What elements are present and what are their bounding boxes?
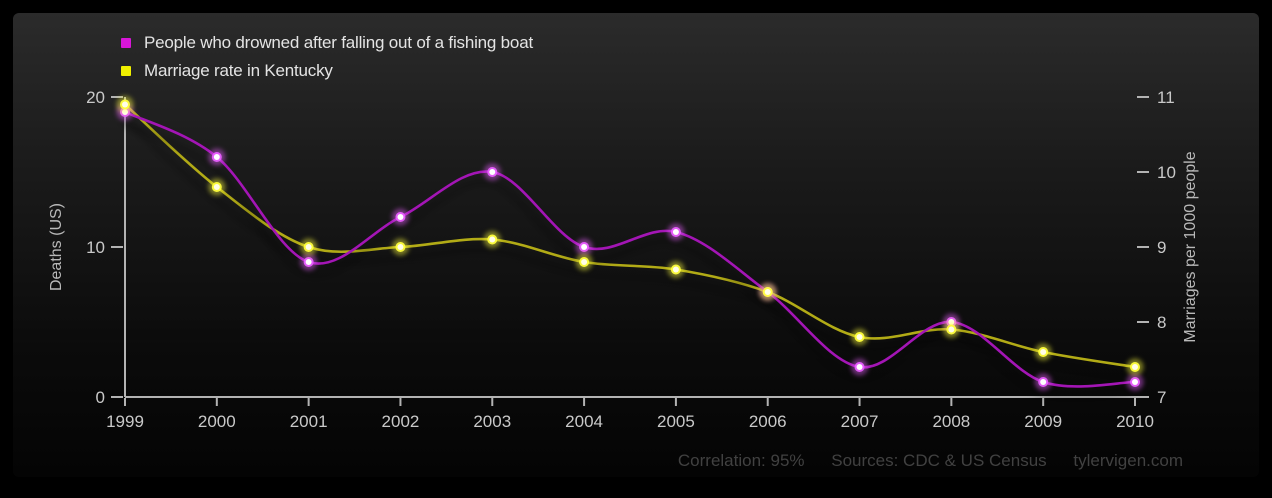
chart-footer: Correlation: 95% Sources: CDC & US Censu… [678,451,1183,471]
svg-text:1999: 1999 [106,412,144,431]
chart-panel: 0 10 20 7 8 9 10 11 1999 2000 2001 2002 2003 2004 2005… [13,13,1259,477]
svg-text:2002: 2002 [382,412,420,431]
svg-text:10: 10 [86,238,105,257]
data-point-marker [208,178,226,196]
data-point-marker [300,253,318,271]
right-axis-title: Marriages per 1000 people [1182,151,1199,343]
svg-text:2005: 2005 [657,412,695,431]
svg-text:2000: 2000 [198,412,236,431]
series-line [124,110,1136,388]
svg-text:20: 20 [86,88,105,107]
data-point-marker [483,163,501,181]
legend: People who drowned after falling out of … [121,29,533,85]
svg-text:10: 10 [1157,163,1176,182]
legend-item-marriage: Marriage rate in Kentucky [121,57,533,85]
chart-canvas: 0 10 20 7 8 9 10 11 1999 2000 2001 2002 2003 2004 2005… [86,88,1176,431]
tick-labels: 0 10 20 7 8 9 10 11 1999 2000 2001 2002 2003 2004 2005… [86,88,1176,431]
data-point-marker [667,261,685,278]
data-point-marker [116,96,134,113]
data-point-marker [391,238,409,256]
drownings-series-label: People who drowned after falling out of … [144,33,533,52]
data-point-marker [1034,343,1052,361]
data-point-marker [208,148,226,166]
svg-text:9: 9 [1157,238,1166,257]
left-axis-title: Deaths (US) [48,202,65,292]
site-text: tylervigen.com [1073,451,1183,470]
data-point-marker [1034,373,1052,391]
data-point-marker [667,223,685,241]
svg-text:2003: 2003 [473,412,511,431]
marriage-series-label: Marriage rate in Kentucky [144,61,333,80]
data-point-marker [575,253,593,271]
plot-area: 0 10 20 7 8 9 10 11 1999 2000 2001 2002 2003 2004 2005… [13,13,1259,482]
drownings-series-swatch-icon [121,38,131,48]
data-point-marker [575,238,593,256]
data-point-marker [1126,373,1144,391]
data-point-marker [1126,358,1144,376]
data-point-marker [851,358,869,376]
svg-text:2004: 2004 [565,412,603,431]
data-point-marker [391,208,409,226]
data-point-marker [759,283,777,301]
svg-text:11: 11 [1157,88,1175,107]
data-point-marker [851,328,869,346]
svg-text:8: 8 [1157,313,1166,332]
data-point-marker [300,238,318,256]
svg-text:2008: 2008 [932,412,970,431]
svg-text:2009: 2009 [1024,412,1062,431]
svg-text:2006: 2006 [749,412,787,431]
svg-text:0: 0 [96,388,105,407]
marriage-series-swatch-icon [121,66,131,76]
svg-text:2001: 2001 [290,412,328,431]
data-point-marker [483,231,501,248]
svg-text:2007: 2007 [841,412,879,431]
axes [111,96,1149,406]
correlation-text: Correlation: 95% [677,451,805,470]
svg-text:7: 7 [1157,388,1166,407]
data-point-marker [942,321,960,338]
legend-item-drownings: People who drowned after falling out of … [121,29,533,57]
svg-text:2010: 2010 [1116,412,1154,431]
sources-text: Sources: CDC & US Census [831,451,1047,470]
